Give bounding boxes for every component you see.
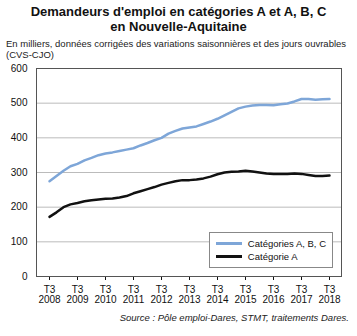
svg-text:T32013: T32013 <box>178 284 201 305</box>
svg-text:T32016: T32016 <box>262 284 285 305</box>
html-text:En milliers, données corrigées: En milliers, données corrigées des varia… <box>6 38 347 60</box>
svg-text:200: 200 <box>11 201 28 212</box>
svg-text:300: 300 <box>11 167 28 178</box>
html-text:Catégorie A: Catégorie A <box>247 251 298 262</box>
svg-text:400: 400 <box>11 132 28 143</box>
svg-text:600: 600 <box>11 63 28 74</box>
svg-text:500: 500 <box>11 97 28 108</box>
svg-text:100: 100 <box>11 236 28 247</box>
html-text:en Nouvelle-Aquitaine: en Nouvelle-Aquitaine <box>110 19 247 34</box>
svg-text:T32014: T32014 <box>206 284 229 305</box>
svg-text:T32017: T32017 <box>290 284 313 305</box>
svg-text:T32010: T32010 <box>94 284 117 305</box>
svg-text:T32008: T32008 <box>38 284 61 305</box>
svg-text:T32012: T32012 <box>150 284 173 305</box>
svg-text:T32015: T32015 <box>234 284 257 305</box>
html-text:Source : Pôle emploi-Dares, ST: Source : Pôle emploi-Dares, STMT, traite… <box>119 312 349 323</box>
svg-text:T32018: T32018 <box>318 284 341 305</box>
html-text:Demandeurs d'emploi en catégor: Demandeurs d'emploi en catégories A et A… <box>30 4 327 19</box>
svg-text:0: 0 <box>22 271 28 282</box>
svg-text:T32011: T32011 <box>123 284 145 305</box>
html-text:Catégories A, B, C: Catégories A, B, C <box>247 238 326 249</box>
svg-text:T32009: T32009 <box>66 284 89 305</box>
